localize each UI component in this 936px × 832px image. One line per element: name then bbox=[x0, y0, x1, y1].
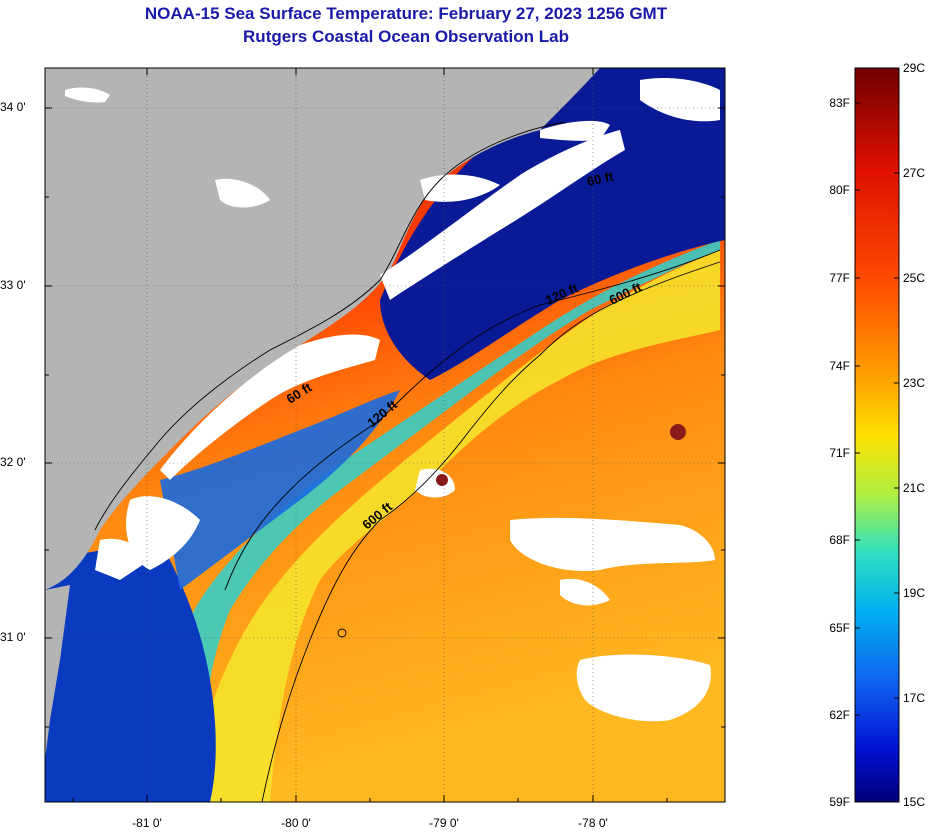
lon-label: -79 0' bbox=[429, 816, 459, 830]
land-mass bbox=[45, 68, 600, 590]
colorbar-f-label: 71F bbox=[829, 446, 850, 460]
lon-label: -81 0' bbox=[132, 816, 162, 830]
colorbar-c-label: 19C bbox=[903, 586, 926, 600]
map-ticks bbox=[45, 68, 725, 802]
colorbar-f-label: 68F bbox=[829, 533, 850, 547]
transition-water bbox=[190, 250, 720, 802]
lon-label: -80 0' bbox=[281, 816, 311, 830]
buoy-marker bbox=[337, 628, 347, 638]
cold-nearshore-water bbox=[45, 540, 216, 802]
colorbar-c-label: 29C bbox=[903, 61, 926, 75]
graticule bbox=[45, 68, 725, 802]
contour-label-60ft-north: 60 ft bbox=[586, 169, 616, 189]
colorbar-f-label: 59F bbox=[829, 795, 850, 809]
colorbar-scale bbox=[855, 68, 899, 802]
map-frame bbox=[44, 67, 726, 803]
colorbar-ticks bbox=[855, 102, 899, 716]
colorbar-f-label: 83F bbox=[829, 96, 850, 110]
map-title: NOAA-15 Sea Surface Temperature: Februar… bbox=[144, 4, 668, 23]
contour-600ft bbox=[261, 261, 721, 802]
contour-120ft bbox=[224, 249, 721, 591]
contour-60ft bbox=[94, 121, 566, 531]
land-strip bbox=[45, 585, 70, 760]
colorbar-frame bbox=[854, 67, 900, 803]
colorbar-f-label: 62F bbox=[829, 708, 850, 722]
lat-label: 34 0' bbox=[0, 100, 26, 114]
colorbar-f-label: 65F bbox=[829, 621, 850, 635]
blue-nearshore-water bbox=[160, 390, 400, 590]
colorbar-f-label: 77F bbox=[829, 271, 850, 285]
lat-label: 31 0' bbox=[0, 630, 26, 644]
warm-core-patch bbox=[670, 424, 686, 440]
map-subtitle: Rutgers Coastal Ocean Observation Lab bbox=[243, 27, 569, 46]
cloud-cover bbox=[65, 78, 720, 722]
cold-shelf-water bbox=[380, 68, 725, 380]
lat-label: 33 0' bbox=[0, 278, 26, 292]
colorbar-c-label: 25C bbox=[903, 271, 926, 285]
map-layer bbox=[45, 68, 725, 802]
colorbar-f-label: 74F bbox=[829, 359, 850, 373]
colorbar-c-label: 27C bbox=[903, 166, 926, 180]
colorbar-c-label: 23C bbox=[903, 376, 926, 390]
colorbar-f-label: 80F bbox=[829, 183, 850, 197]
colorbar-c-label: 17C bbox=[903, 691, 926, 705]
colorbar-c-label: 15C bbox=[903, 795, 926, 809]
colorbar-c-label: 21C bbox=[903, 481, 926, 495]
lon-label: -78 0' bbox=[578, 816, 608, 830]
warm-core-patch bbox=[436, 474, 448, 486]
lat-label: 32 0' bbox=[0, 455, 26, 469]
